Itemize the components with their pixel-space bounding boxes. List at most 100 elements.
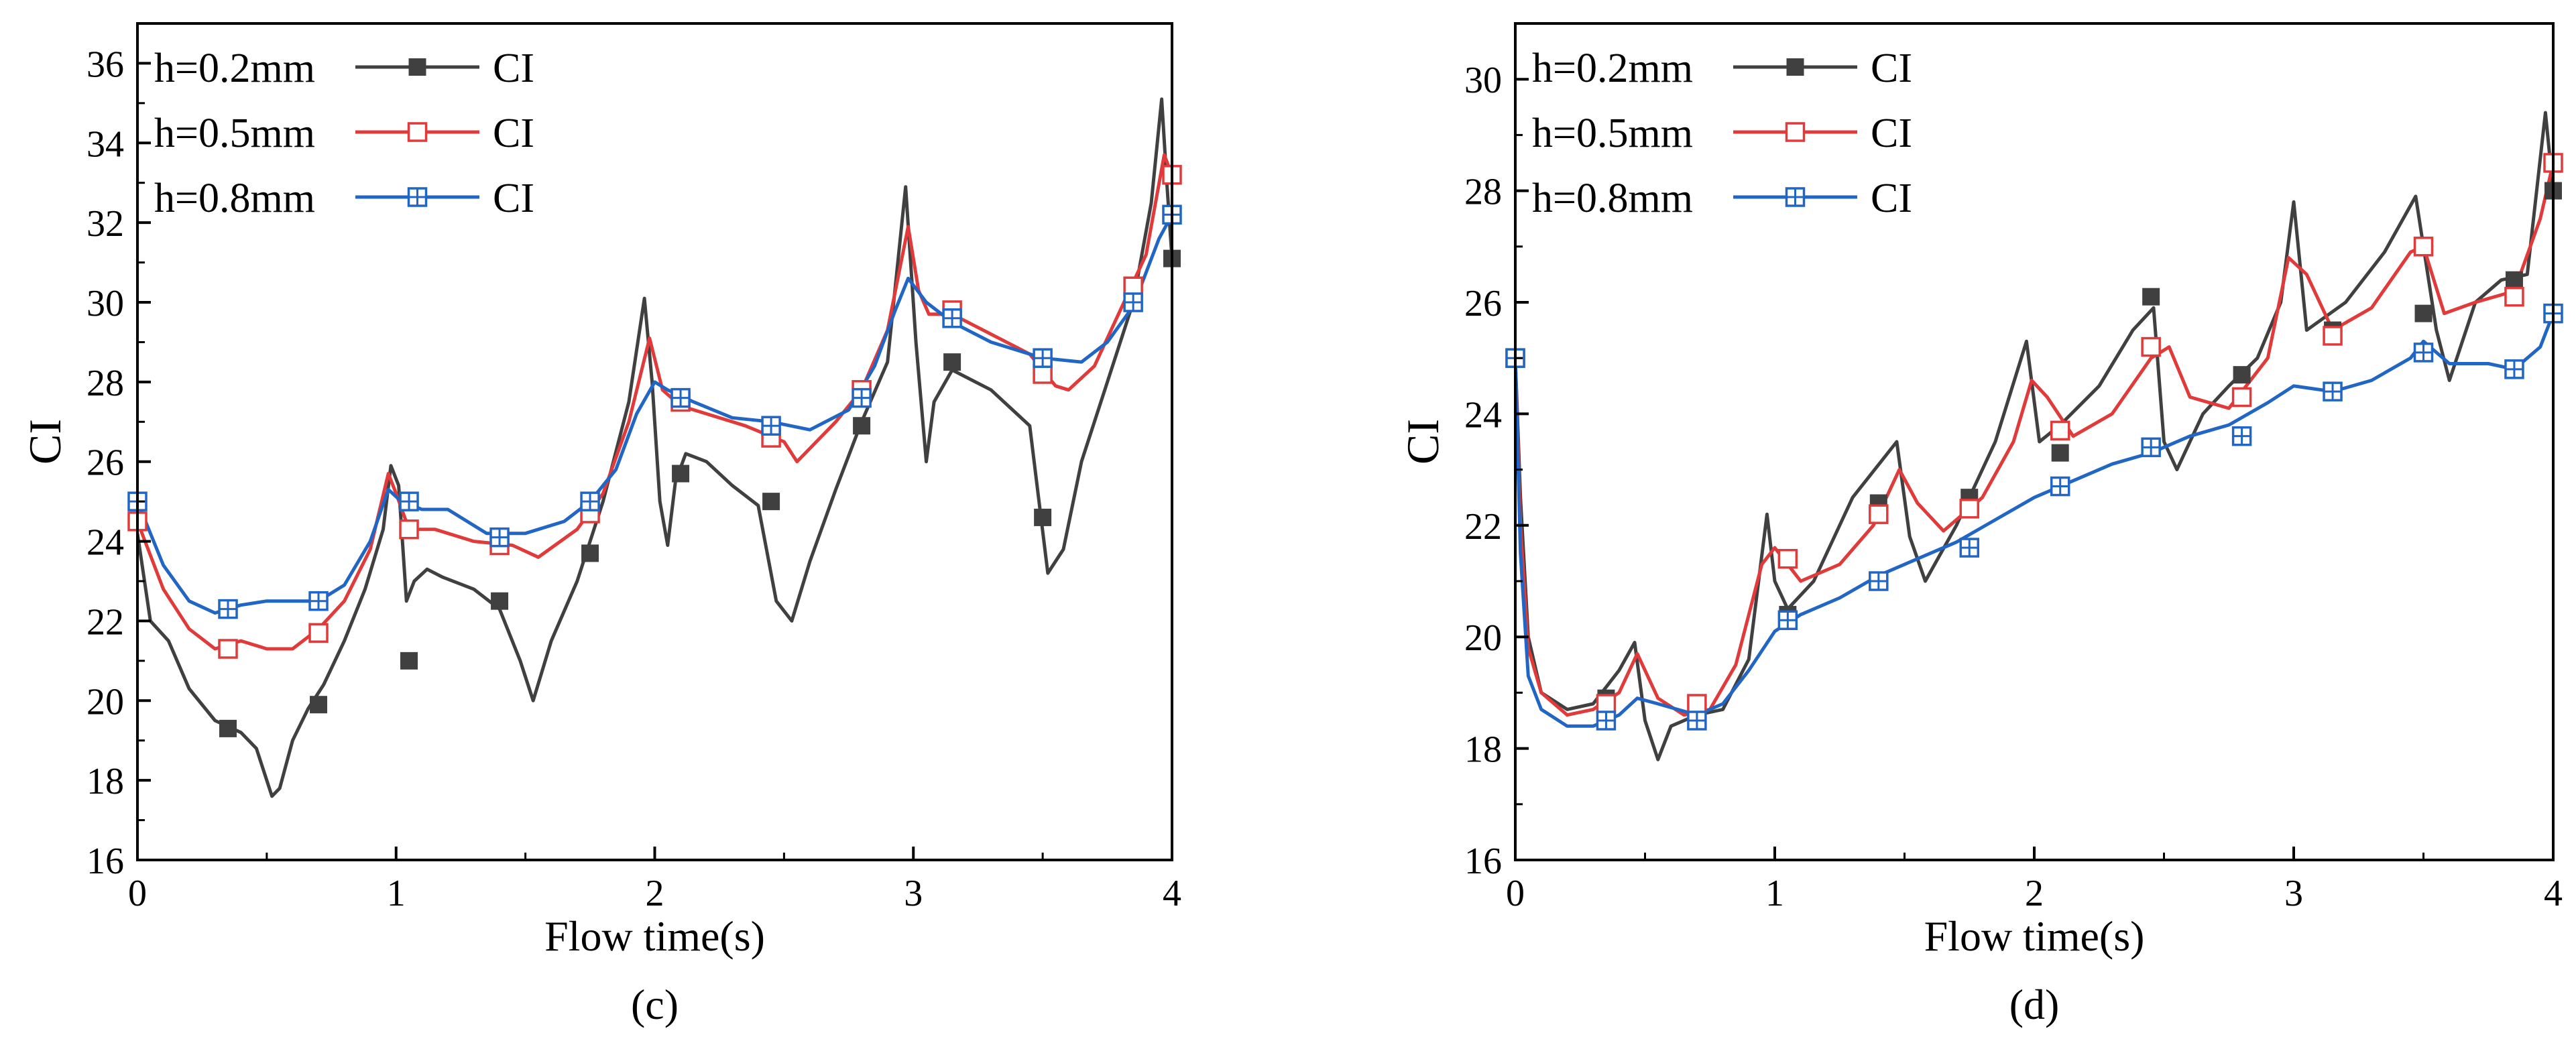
data-point [1596,694,1617,714]
legend-marker [408,58,426,76]
y-tick-label: 18 [1464,729,1502,771]
legend-series-name: h=0.2mm [1532,46,1693,91]
data-point [853,417,871,435]
legend-series-name: h=0.2mm [154,46,315,91]
data-point [489,527,510,548]
x-tick-label: 2 [646,873,664,914]
y-tick-label: 30 [1464,60,1502,101]
legend: h=0.2mm CI h=0.5mm CI h=0.8mm CI [1532,46,1912,221]
data-point [2141,437,2161,458]
y-tick-label: 20 [1464,617,1502,659]
data-point [308,591,329,611]
y-axis-title: CI [1397,419,1448,465]
data-point [2323,381,2343,402]
legend-label: CI [1871,176,1912,221]
data-point [219,719,237,737]
y-tick-label: 26 [86,442,124,484]
data-point [1777,548,1798,569]
data-point [2504,286,2524,307]
data-point [1959,538,1979,558]
data-point [1777,610,1798,630]
y-tick-label: 30 [86,283,124,324]
data-point [2413,343,2434,363]
x-axis-title: Flow time(s) [544,912,765,960]
legend-marker [407,187,428,207]
data-point [1687,711,1707,731]
data-point [762,493,780,511]
data-point [1596,711,1617,731]
legend-marker [407,122,428,142]
series-line-0 [1515,111,2553,761]
data-point [580,491,600,511]
data-point [491,592,509,610]
data-point [218,639,238,659]
x-axis-title: Flow time(s) [1924,912,2145,960]
data-point [2233,366,2251,384]
data-point [2413,237,2434,257]
panel-label: (c) [631,981,679,1028]
data-point [2050,420,2070,441]
data-point [1869,571,1889,591]
y-tick-label: 24 [1464,394,1502,436]
legend-label: CI [493,111,534,156]
data-point [1869,504,1889,524]
x-tick-label: 4 [2544,873,2563,914]
y-tick-label: 22 [1464,506,1502,548]
x-tick-label: 2 [2025,873,2044,914]
y-tick-label: 36 [86,44,124,85]
data-point [1033,348,1053,368]
data-point [2323,326,2343,346]
y-tick-label: 26 [1464,283,1502,324]
data-point [399,491,419,511]
legend-series-name: h=0.5mm [154,111,315,156]
x-tick-label: 3 [2284,873,2303,914]
panel-label: (d) [2009,981,2060,1028]
data-point [2051,444,2069,462]
series-line-2 [1515,312,2553,728]
data-point [672,465,690,483]
data-point [1034,508,1052,526]
legend-marker [1786,58,1804,76]
y-tick-label: 24 [86,522,124,564]
data-point [218,599,238,619]
data-point [2141,336,2161,357]
data-point [2504,359,2524,379]
legend-marker [1785,122,1806,142]
data-point [581,544,599,562]
data-point [400,652,418,670]
legend: h=0.2mm CI h=0.5mm CI h=0.8mm CI [154,46,534,221]
legend-label: CI [493,46,534,91]
x-tick-label: 0 [1506,873,1525,914]
data-point [1123,292,1143,312]
data-point [308,623,329,643]
data-point [1959,499,1979,519]
data-point [2050,476,2070,497]
data-point [670,387,691,408]
data-point [1687,694,1707,714]
y-tick-label: 18 [86,761,124,802]
x-tick-label: 4 [1163,873,1181,914]
data-point [2231,426,2252,446]
y-axis-title: CI [19,419,70,465]
y-tick-label: 16 [1464,841,1502,882]
data-point [310,696,328,714]
y-tick-label: 28 [86,363,124,404]
y-tick-label: 34 [86,123,124,165]
data-point [761,416,781,436]
legend-series-name: h=0.8mm [1532,176,1693,221]
data-point [2505,271,2523,289]
x-tick-label: 1 [387,873,406,914]
data-point [942,308,962,328]
legend-label: CI [1871,46,1912,91]
series-line-1 [1515,162,2553,717]
data-point [2414,304,2433,322]
x-tick-label: 1 [1765,873,1784,914]
data-point [2142,288,2160,306]
legend-series-name: h=0.5mm [1532,111,1693,156]
data-point [2231,387,2252,408]
legend-marker [1785,187,1806,207]
data-point [399,519,419,540]
data-point [943,353,961,371]
